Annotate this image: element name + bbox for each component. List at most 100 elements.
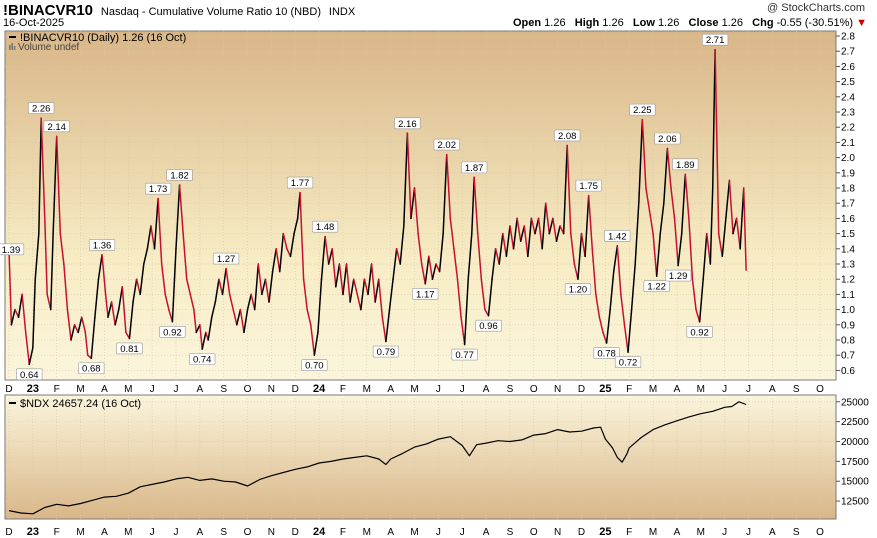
- ratio-line-segment: [388, 278, 394, 311]
- x-tick-label: M: [697, 384, 705, 395]
- close-value: 1.26: [721, 17, 743, 29]
- data-label-box: [665, 269, 692, 282]
- data-label-0.92: 0.92: [686, 325, 713, 338]
- ratio-line-segment: [8, 249, 13, 326]
- main-y-axis: 0.6 0.7 0.8 0.9 1.0 1.1 1.2 1.3 1.4 1.5 1.6 1.7 1.8 1…: [836, 32, 855, 377]
- ratio-line-segment: [725, 179, 731, 220]
- ratio-line-segment: [494, 248, 500, 265]
- ratio-line-segment: [21, 293, 27, 334]
- data-label-text: 1.77: [291, 178, 310, 189]
- y-tick-label: 1.9: [841, 168, 855, 179]
- data-label-text: 0.81: [120, 344, 139, 355]
- ratio-line-segment: [253, 263, 260, 311]
- ratio-line-segment: [146, 225, 152, 250]
- x-tick-label: A: [197, 384, 204, 395]
- data-label-box: [593, 347, 620, 359]
- ratio-line-segment: [702, 232, 708, 280]
- ratio-line-segment: [302, 278, 308, 311]
- ndx-line: [8, 401, 747, 515]
- main-panel-bg: [4, 30, 837, 381]
- ratio-line-segment: [652, 232, 658, 277]
- chg-label: Chg: [752, 17, 774, 29]
- symbol-description: Nasdaq - Cumulative Volume Ratio 10 (NBD…: [100, 6, 321, 18]
- x-tick-label: M: [76, 527, 84, 538]
- x-tick-label: J: [460, 384, 465, 395]
- ratio-line-segment: [442, 153, 448, 235]
- ratio-line-segment: [306, 308, 312, 326]
- data-label-box: [212, 252, 240, 265]
- ndx-x-axis: D 23 F M A M J J A S O N D 24 F M A M J J A S O N D 25 F M A M J J A S O: [5, 526, 824, 538]
- data-label-text: 1.27: [217, 254, 236, 265]
- ratio-line-segment: [374, 278, 380, 303]
- ratio-line-segment: [114, 308, 120, 326]
- data-label-text: 2.71: [706, 35, 725, 46]
- ratio-line-segment: [467, 232, 473, 280]
- ratio-line-segment: [153, 197, 159, 250]
- y-tick-label: 2.3: [841, 108, 855, 119]
- ratio-line-segment: [616, 245, 622, 296]
- y-tick-label: 2.7: [841, 47, 855, 58]
- ratio-line-segment: [573, 263, 579, 280]
- ratio-line-segment: [84, 331, 89, 356]
- down-arrow-icon: ▼: [856, 17, 867, 29]
- y-tick-label: 1.7: [841, 199, 855, 210]
- data-label-box: [461, 161, 488, 174]
- ratio-line-segment: [605, 308, 611, 344]
- ratio-line-segment: [360, 278, 366, 311]
- ratio-line-segment: [456, 278, 462, 318]
- data-label-box: [28, 102, 55, 114]
- ratio-line-segment: [413, 187, 419, 235]
- ndx-y-axis: 12500 15000 17500 20000 22500 25000: [836, 397, 869, 508]
- ratio-line-segment: [487, 278, 493, 317]
- high-label: High: [574, 17, 600, 29]
- x-tick-label: J: [722, 527, 727, 538]
- y-tick-label: 2.4: [841, 92, 855, 103]
- x-tick-label: F: [54, 527, 60, 538]
- ratio-line-segment: [52, 135, 58, 235]
- ratio-line-segment: [211, 301, 217, 318]
- ratio-line-segment: [591, 248, 597, 296]
- ratio-line-segment: [59, 232, 65, 265]
- ratio-line-segment: [523, 225, 529, 258]
- data-label-2.14: 2.14: [43, 120, 70, 133]
- x-tick-label: A: [197, 527, 204, 538]
- ratio-line-segment: [381, 316, 387, 343]
- ratio-line-segment: [385, 308, 391, 343]
- ratio-line-segment: [218, 278, 224, 296]
- x-tick-label: M: [124, 384, 132, 395]
- data-label-text: 1.87: [465, 163, 484, 174]
- x-tick-label: D: [578, 384, 585, 395]
- ratio-line-segment: [634, 202, 640, 265]
- ratio-line-segment: [70, 324, 76, 341]
- data-label-1.73: 1.73: [144, 182, 172, 195]
- data-label-box: [166, 169, 193, 181]
- x-tick-label: J: [746, 384, 751, 395]
- ratio-line-segment: [602, 331, 608, 344]
- ratio-line-segment: [460, 316, 466, 346]
- data-label-text: 1.17: [416, 289, 435, 300]
- ratio-line-segment: [271, 248, 277, 273]
- ratio-line-segment: [595, 293, 601, 318]
- close-label: Close: [688, 17, 719, 29]
- x-tick-label: J: [150, 527, 155, 538]
- ratio-line-segment: [491, 248, 497, 280]
- ratio-line-segment: [338, 263, 344, 296]
- x-tick-label: S: [507, 527, 514, 538]
- ratio-line-segment: [90, 316, 96, 359]
- x-tick-label: F: [340, 527, 346, 538]
- ratio-line-segment: [279, 232, 285, 273]
- ratio-line-segment: [132, 278, 138, 303]
- ratio-line-segment: [445, 153, 452, 220]
- data-label-box: [372, 345, 400, 358]
- x-tick-label: J: [173, 527, 178, 538]
- main-legend-title: !BINACVR10 (Daily) 1.26 (16 Oct): [20, 32, 186, 44]
- ratio-line-segment: [363, 278, 369, 296]
- ratio-line-segment: [480, 278, 486, 311]
- x-tick-label: M: [363, 527, 371, 538]
- ratio-line-segment: [320, 235, 326, 280]
- ndx-legend-title: $NDX 24657.24 (16 Oct): [20, 398, 141, 410]
- data-label-text: 2.06: [658, 134, 677, 145]
- data-label-box: [614, 356, 642, 368]
- data-label-text: 0.79: [377, 347, 396, 358]
- x-tick-label: 24: [313, 383, 326, 395]
